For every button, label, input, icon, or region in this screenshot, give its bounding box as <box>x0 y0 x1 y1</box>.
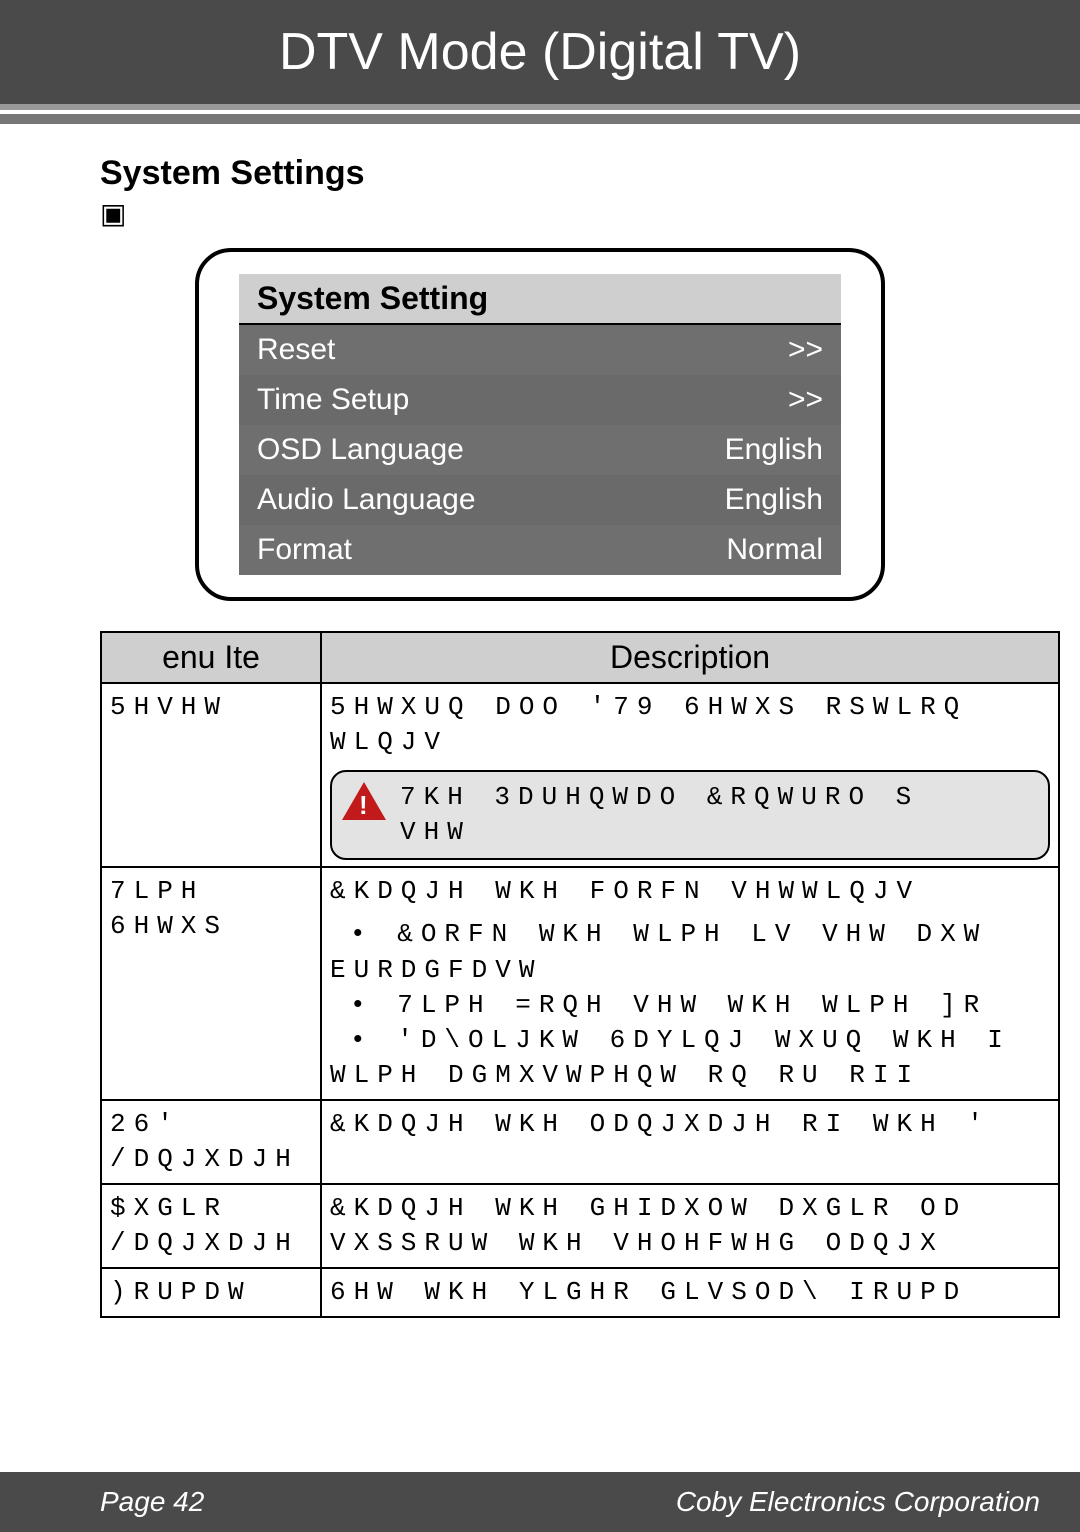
section-title: System Settings <box>100 154 1080 193</box>
description-table: enu Ite Description 5HVHW 5HWXUQ DOO '79 … <box>100 631 1060 1318</box>
bullet-item: 'D\OLJKW 6DYLQJ WXUQ WKH IWLPH DGMXVWPHQ… <box>330 1023 1050 1093</box>
menu-table: System Setting Reset >> Time Setup >> OSD La… <box>239 274 841 575</box>
item-time-setup: 7LPH 6HWXS <box>110 874 312 944</box>
menu-row[interactable]: Time Setup >> <box>239 375 841 425</box>
item-reset: 5HVHW <box>110 690 312 725</box>
page-title: DTV Mode (Digital TV) <box>279 22 801 82</box>
menu-row[interactable]: Reset >> <box>239 325 841 375</box>
menu-row[interactable]: Format Normal <box>239 525 841 575</box>
header-bar: DTV Mode (Digital TV) <box>0 0 1080 110</box>
menu-value: Normal <box>726 533 823 567</box>
menu-value: >> <box>788 383 823 417</box>
menu-label: Format <box>257 533 352 567</box>
menu-row[interactable]: Audio Language English <box>239 475 841 525</box>
col-menu-item: enu Ite <box>101 632 321 683</box>
header-underline <box>0 114 1080 124</box>
desc-time-setup: &KDQJH WKH FORFN VHWWLQJV <box>330 874 1050 909</box>
item-desc: 6HW WKH YLGHR GLVSOD\ IRUPD <box>330 1275 1050 1310</box>
menu-label: OSD Language <box>257 433 464 467</box>
company-name: Coby Electronics Corporation <box>676 1486 1040 1518</box>
menu-label: Reset <box>257 333 335 367</box>
item-label: $XGLR /DQJXDJH <box>110 1191 312 1261</box>
bullet-item: 7LPH =RQH VHW WKH WLPH ]R <box>330 988 1050 1023</box>
warning-text: 7KH 3DUHQWDO &RQWURO SVHW <box>400 780 919 850</box>
item-label: 26' /DQJXDJH <box>110 1107 312 1177</box>
item-label: )RUPDW <box>110 1275 312 1310</box>
menu-value: English <box>725 483 823 517</box>
menu-label: Audio Language <box>257 483 476 517</box>
bullet-item: &ORFN WKH WLPH LV VHW DXWEURDGFDVW <box>330 917 1050 987</box>
item-desc: &KDQJH WKH GHIDXOW DXGLR ODVXSSRUW WKH V… <box>330 1191 1050 1261</box>
settings-panel: System Setting Reset >> Time Setup >> OSD La… <box>195 248 885 601</box>
footer: Page 42 Coby Electronics Corporation <box>0 1472 1080 1532</box>
menu-value: >> <box>788 333 823 367</box>
menu-label: Time Setup <box>257 383 409 417</box>
item-desc: &KDQJH WKH ODQJXDJH RI WKH ' <box>330 1107 1050 1142</box>
warning-box: 7KH 3DUHQWDO &RQWURO SVHW <box>330 770 1050 860</box>
col-description: Description <box>321 632 1059 683</box>
menu-value: English <box>725 433 823 467</box>
menu-header: System Setting <box>239 274 841 325</box>
section-subchar: ▣ <box>100 197 1080 230</box>
warning-icon <box>342 782 386 820</box>
page-number: Page 42 <box>100 1486 204 1518</box>
bullet-list: &ORFN WKH WLPH LV VHW DXWEURDGFDVW7LPH =… <box>330 917 1050 1092</box>
menu-row[interactable]: OSD Language English <box>239 425 841 475</box>
desc-reset: 5HWXUQ DOO '79 6HWXS RSWLRQWLQJV <box>330 690 1050 760</box>
